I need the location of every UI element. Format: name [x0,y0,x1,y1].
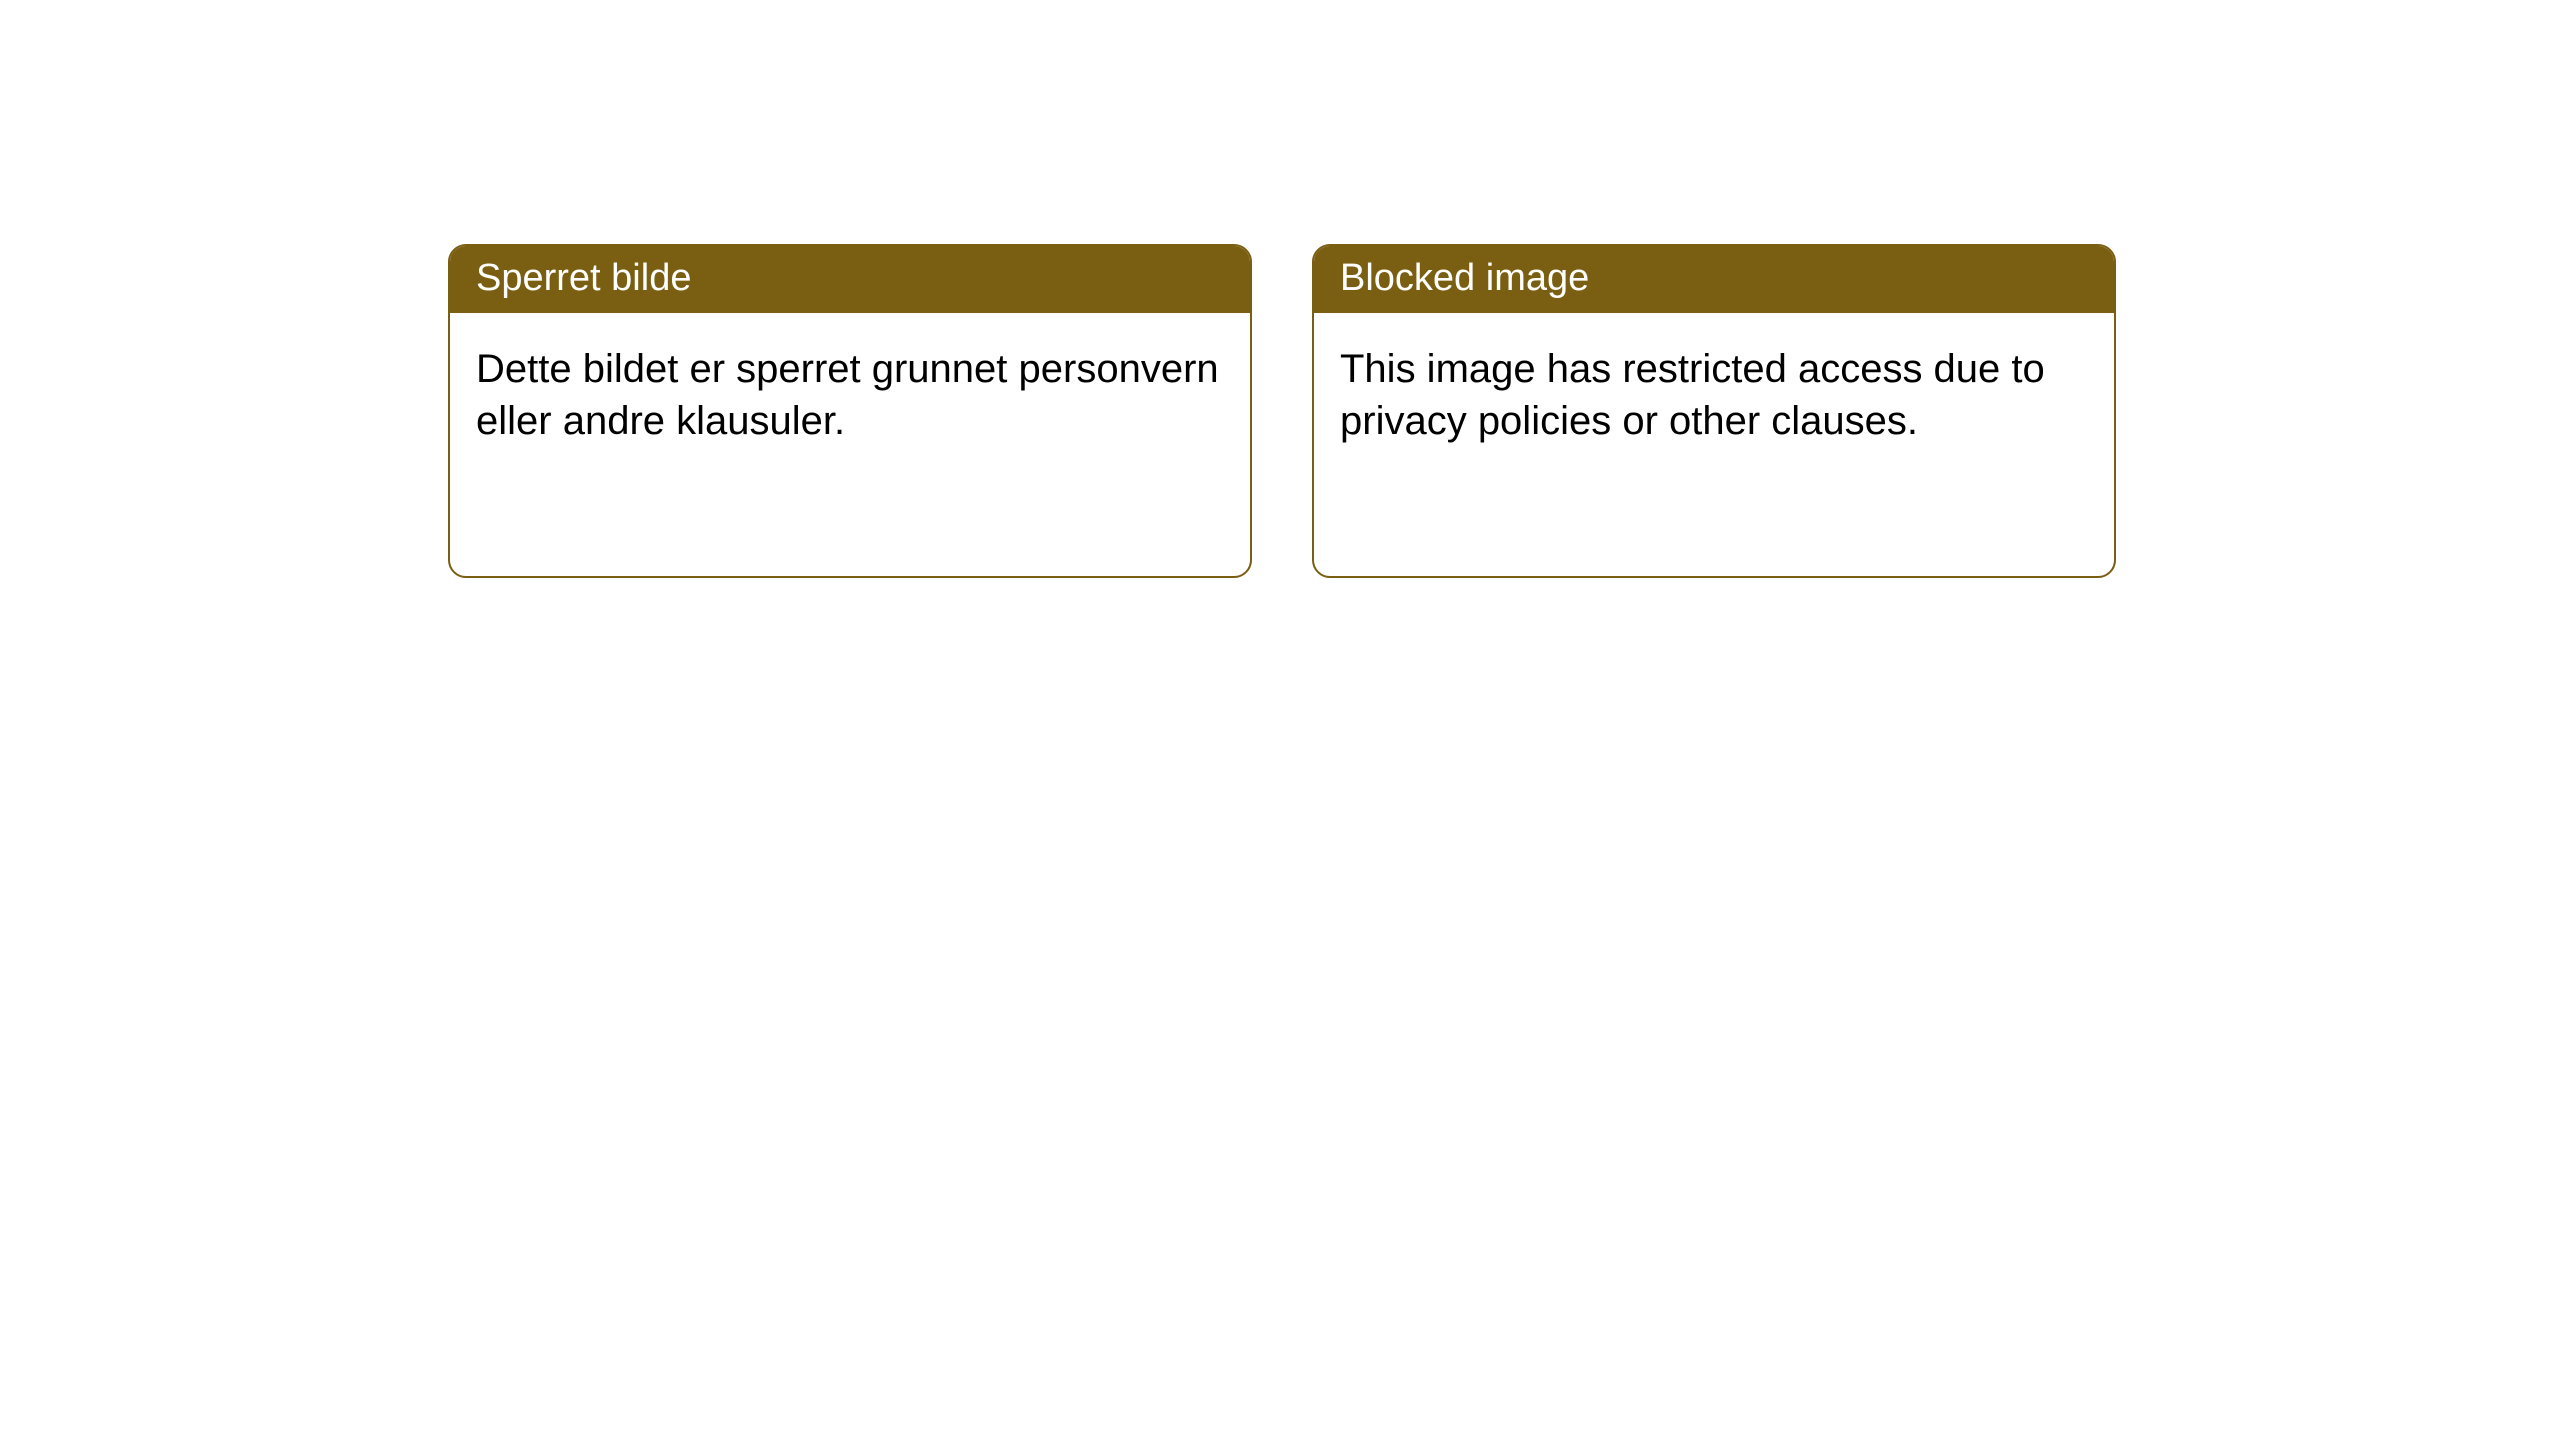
notice-body: This image has restricted access due to … [1314,313,2114,477]
notice-body: Dette bildet er sperret grunnet personve… [450,313,1250,477]
notice-box-norwegian: Sperret bilde Dette bildet er sperret gr… [448,244,1252,578]
notice-body-text: This image has restricted access due to … [1340,347,2045,443]
notice-box-english: Blocked image This image has restricted … [1312,244,2116,578]
notice-header: Blocked image [1314,246,2114,313]
notice-body-text: Dette bildet er sperret grunnet personve… [476,347,1219,443]
notice-title: Blocked image [1340,257,1589,299]
notice-header: Sperret bilde [450,246,1250,313]
notice-title: Sperret bilde [476,257,691,299]
notice-container: Sperret bilde Dette bildet er sperret gr… [0,0,2560,578]
